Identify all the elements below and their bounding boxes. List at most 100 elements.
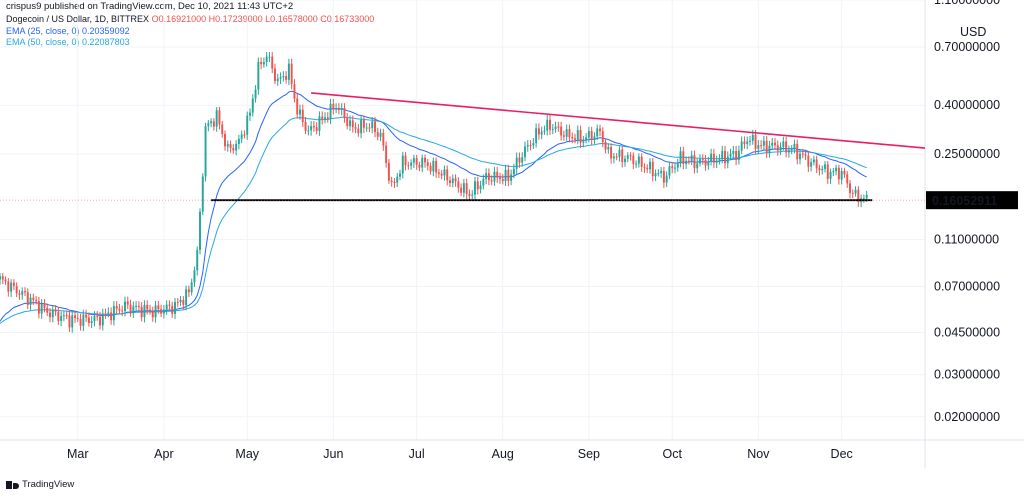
candle-body: [318, 116, 321, 131]
candle-body: [10, 282, 13, 292]
candle-body: [596, 128, 599, 137]
candle-body: [676, 163, 679, 168]
candle-body: [718, 159, 721, 161]
candle-body: [251, 98, 254, 113]
candle-body: [707, 161, 710, 166]
candle-body: [724, 150, 726, 164]
candle-body: [701, 159, 704, 161]
candle-body: [515, 157, 518, 169]
month-tick-label: May: [235, 447, 259, 461]
candle-body: [565, 129, 568, 137]
candle-body: [460, 187, 463, 193]
candle-body: [282, 76, 285, 78]
candle-body: [610, 146, 613, 159]
candle-body: [771, 142, 774, 146]
candle-body: [187, 289, 190, 293]
candle-body: [624, 158, 626, 163]
month-tick-label: Oct: [662, 447, 682, 461]
candle-body: [182, 299, 185, 305]
candle-body: [793, 143, 796, 150]
candle-body: [504, 169, 507, 182]
candle-body: [421, 157, 424, 168]
candle-body: [146, 304, 149, 310]
candle-body: [307, 130, 310, 132]
candle-body: [154, 305, 157, 318]
ema-50-line: [0, 116, 867, 324]
candle-body: [757, 145, 760, 149]
candle-body: [349, 120, 351, 127]
candle-body: [668, 166, 671, 176]
legend-ema50[interactable]: EMA (50, close, 0) 0.22087803: [6, 37, 130, 47]
candle-body: [265, 56, 268, 62]
candle-body: [593, 136, 596, 140]
candle-body: [571, 137, 574, 139]
currency-label[interactable]: USD: [960, 25, 986, 39]
last-price-badge: [926, 191, 1018, 210]
candle-body: [604, 142, 607, 150]
candle-body: [193, 270, 196, 283]
candle-body: [60, 316, 63, 322]
candle-body: [832, 171, 835, 173]
candle-body: [479, 185, 482, 190]
candle-body: [176, 302, 179, 304]
candle-body: [382, 132, 385, 146]
candle-body: [115, 306, 118, 309]
candle-body: [54, 309, 57, 312]
candle-body: [351, 120, 354, 128]
candle-body: [285, 76, 288, 80]
candle-body: [801, 153, 804, 155]
candle-body: [210, 121, 213, 124]
candle-body: [346, 117, 349, 127]
candle-body: [535, 128, 538, 144]
candle-body: [451, 178, 454, 184]
candle-body: [287, 63, 290, 80]
candle-body: [690, 155, 693, 161]
candle-body: [118, 308, 121, 311]
candle-body: [185, 289, 188, 305]
candle-body: [432, 160, 435, 172]
candle-body: [26, 292, 29, 305]
price-tick-label: 0.25000000: [934, 147, 1000, 161]
candle-body: [496, 171, 499, 178]
candle-body: [635, 163, 638, 165]
candle-body: [543, 130, 546, 132]
candle-body: [168, 304, 171, 306]
legend-ema25[interactable]: EMA (25, close, 0) 0.20359092: [6, 25, 130, 36]
candle-body: [221, 124, 224, 135]
candle-body: [32, 297, 35, 301]
candle-body: [360, 119, 363, 134]
candle-body: [171, 305, 174, 314]
candle-body: [493, 171, 496, 182]
candle-body: [335, 108, 338, 110]
candle-body: [235, 143, 238, 151]
candle-body: [440, 173, 443, 176]
tradingview-footer[interactable]: TradingView: [6, 479, 74, 490]
candle-body: [696, 163, 699, 169]
candle-body: [468, 193, 471, 196]
candle-body: [96, 316, 99, 318]
candle-body: [276, 78, 279, 81]
candle-body: [74, 315, 76, 319]
candle-body: [279, 77, 282, 79]
candle-body: [674, 167, 676, 169]
price-tick-label: 1.10000000: [934, 0, 1000, 7]
candle-body: [385, 145, 388, 163]
candle-body: [699, 159, 701, 164]
candle-body: [601, 131, 604, 143]
candle-body: [537, 128, 540, 135]
candle-body: [76, 318, 79, 320]
candle-body: [201, 176, 204, 212]
descending-trendline[interactable]: [311, 92, 926, 149]
candle-body: [340, 108, 343, 110]
candle-body: [551, 129, 554, 131]
candle-body: [18, 293, 21, 295]
candle-body: [315, 127, 318, 131]
candle-body: [751, 134, 754, 141]
candle-body: [499, 177, 501, 180]
candle-body: [324, 117, 326, 120]
candle-body: [104, 313, 107, 315]
candle-body: [685, 160, 688, 164]
candle-body: [540, 131, 543, 135]
month-tick-label: Mar: [67, 447, 89, 461]
